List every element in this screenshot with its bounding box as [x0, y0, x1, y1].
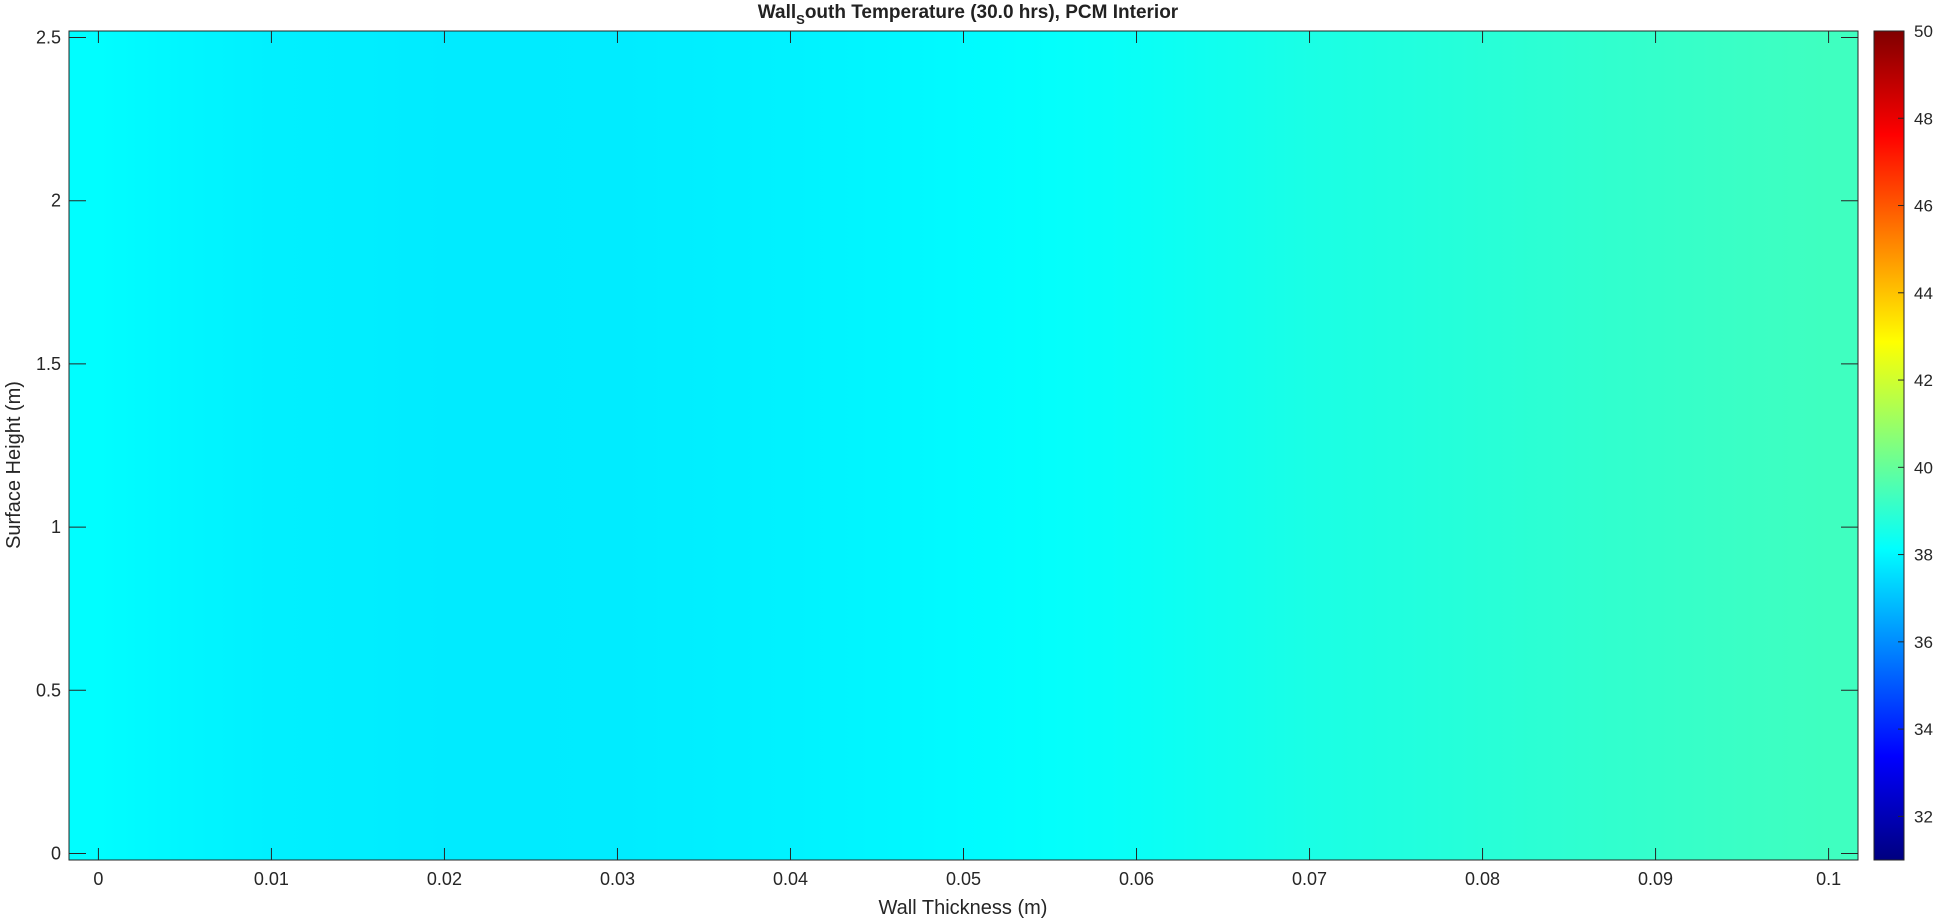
x-tick-label: 0.05: [946, 869, 981, 889]
y-tick-label: 2.5: [36, 28, 61, 48]
x-tick-label: 0.08: [1465, 869, 1500, 889]
y-tick-label: 0: [51, 843, 61, 863]
chart-title: WallSouth Temperature (30.0 hrs), PCM In…: [758, 2, 1179, 27]
colorbar-tick-label: 40: [1914, 458, 1933, 477]
x-tick-label: 0.1: [1816, 869, 1841, 889]
x-axis-label: Wall Thickness (m): [879, 897, 1048, 919]
x-tick-label: 0.02: [427, 869, 462, 889]
x-tick-label: 0: [93, 869, 103, 889]
y-tick-label: 1: [51, 517, 61, 537]
colorbar-tick-label: 38: [1914, 546, 1933, 565]
colorbar-tick-label: 48: [1914, 109, 1933, 128]
heatmap-surface: [69, 31, 1858, 860]
y-tick-label: 2: [51, 191, 61, 211]
x-tick-label: 0.09: [1638, 869, 1673, 889]
x-tick-label: 0.04: [773, 869, 808, 889]
x-tick-label: 0.03: [600, 869, 635, 889]
y-tick-label: 1.5: [36, 354, 61, 374]
x-tick-label: 0.06: [1119, 869, 1154, 889]
chart-title-main: Wall: [758, 2, 796, 23]
colorbar-tick-label: 42: [1914, 371, 1933, 390]
y-axis-label: Surface Height (m): [3, 381, 25, 549]
colorbar-tick-label: 46: [1914, 197, 1933, 216]
y-tick-labels: 0 0.5 1 1.5 2 2.5: [36, 28, 61, 864]
chart-title-rest: outh Temperature (30.0 hrs), PCM Interio…: [805, 2, 1179, 23]
colorbar-tick-label: 50: [1914, 22, 1933, 41]
colorbar-tick-label: 32: [1914, 807, 1933, 826]
y-tick-label: 0.5: [36, 680, 61, 700]
x-tick-label: 0.07: [1292, 869, 1327, 889]
colorbar-scale: [1873, 30, 1905, 861]
chart-title-subscript: S: [796, 12, 805, 27]
x-tick-label: 0.01: [254, 869, 289, 889]
x-tick-labels: 0 0.01 0.02 0.03 0.04 0.05 0.06 0.07 0.08 0.09 0.1: [93, 869, 1841, 889]
heatmap-plot-area: [69, 31, 1858, 860]
colorbar-tick-label: 36: [1914, 633, 1933, 652]
axes: [68, 30, 1859, 861]
colorbar: 32 34 36 38 40 42 44 46 48 50: [1873, 22, 1933, 861]
colorbar-tick-label: 44: [1914, 284, 1933, 303]
colorbar-tick-label: 34: [1914, 720, 1933, 739]
